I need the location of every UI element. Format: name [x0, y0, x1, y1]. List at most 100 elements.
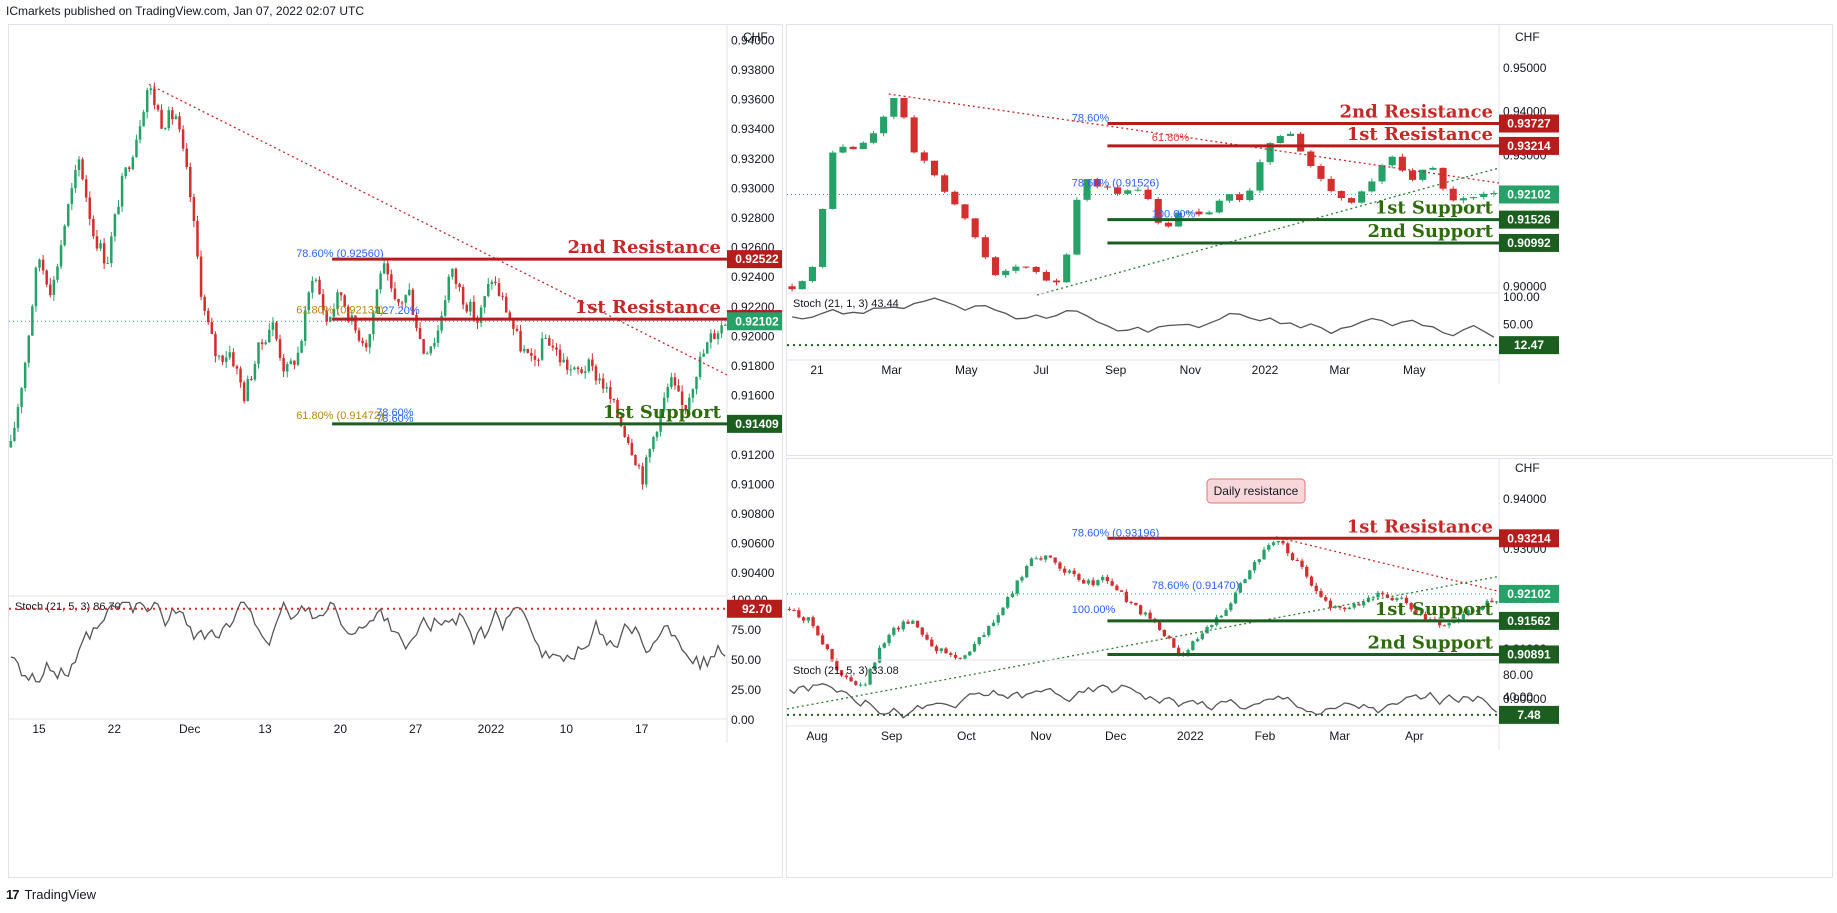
candle-body — [13, 427, 16, 441]
x-tick-label: 17 — [635, 722, 649, 736]
candle-body — [113, 214, 117, 237]
top-right-chart-panel[interactable]: 0.950000.940000.930000.920000.910000.900… — [786, 24, 1833, 456]
stoch-tick: 25.00 — [731, 683, 761, 697]
left-chart-panel[interactable]: 0.94000 0.93800 0.93600 0.93400 0.93200 0.930… — [8, 24, 783, 878]
x-tick-label: Mar — [881, 363, 902, 377]
candle-body — [659, 410, 662, 432]
candle-body — [662, 397, 666, 411]
y-tick-label: 0.91800 — [731, 359, 775, 373]
fib-label: 78.60% (0.91470) — [1152, 580, 1239, 592]
candle-body — [311, 280, 314, 293]
candle-body — [250, 378, 253, 380]
candle-body — [494, 281, 497, 284]
candle-body — [1243, 579, 1247, 584]
y-tick-label: 0.93800 — [731, 63, 775, 77]
candle-body — [961, 204, 969, 219]
candle-body — [275, 322, 278, 340]
stoch-tick: 50.00 — [731, 653, 761, 667]
candle-body — [934, 646, 939, 652]
candle-body — [20, 388, 23, 408]
candle-body — [1314, 585, 1318, 592]
stoch-label: Stoch (21, 5, 3) 86.70 — [15, 601, 121, 613]
candle-body — [1333, 606, 1337, 608]
candle-body — [1010, 593, 1015, 598]
candle-body — [145, 90, 149, 113]
candle-body — [854, 681, 858, 685]
candle-body — [702, 353, 705, 357]
x-tick-label: Nov — [1030, 729, 1051, 743]
candle-body — [825, 644, 830, 650]
fib-label: 100.00% — [1072, 604, 1116, 616]
x-tick-label: 13 — [258, 722, 272, 736]
tradingview-footer[interactable]: 17 TradingView — [6, 887, 96, 902]
price-badge — [1499, 185, 1559, 204]
y-tick-label: 0.91200 — [731, 448, 775, 462]
candle-body — [264, 342, 267, 345]
candle-body — [920, 627, 924, 635]
candle-body — [1305, 566, 1309, 577]
candle-body — [569, 369, 573, 371]
candle-body — [181, 129, 185, 149]
candle-body — [16, 407, 20, 428]
candle-body — [63, 225, 66, 246]
candle-body — [670, 377, 673, 388]
candle-body — [849, 146, 857, 150]
descending-trendline[interactable] — [1275, 536, 1500, 593]
bottom-right-chart-panel[interactable]: 0.940000.930000.920000.910000.90000CHF1s… — [786, 458, 1833, 878]
bottom-right-chart[interactable]: 0.940000.930000.920000.910000.90000CHF1s… — [787, 459, 1832, 877]
candle-body — [339, 292, 343, 296]
y-tick-label: 0.90000 — [1503, 692, 1547, 706]
candle-body — [953, 654, 958, 658]
ascending-trendline[interactable] — [787, 575, 1500, 710]
candle-body — [787, 609, 792, 611]
candle-body — [1103, 186, 1111, 188]
candle-body — [307, 292, 311, 311]
candle-body — [971, 218, 979, 238]
candle-body — [544, 338, 547, 340]
candle-body — [185, 148, 188, 167]
candle-body — [1246, 190, 1254, 201]
candle-body — [1164, 222, 1172, 227]
candle-body — [526, 349, 530, 353]
candle-body — [156, 105, 160, 110]
candle-body — [968, 651, 972, 656]
candle-body — [580, 369, 583, 373]
price-badge-text: 0.92102 — [1507, 187, 1551, 201]
candle-body — [433, 342, 436, 347]
candle-body — [1256, 162, 1264, 191]
candle-body — [835, 661, 839, 671]
candle-body — [1257, 559, 1261, 563]
candle-body — [522, 349, 526, 352]
x-tick-label: Dec — [179, 722, 200, 736]
level-label: 1st Support — [1375, 198, 1494, 219]
candle-body — [447, 276, 451, 301]
candle-body — [364, 343, 368, 348]
candle-body — [655, 431, 659, 438]
candle-body — [1409, 603, 1413, 610]
candle-body — [892, 627, 896, 635]
candle-body — [325, 310, 328, 322]
left-chart[interactable]: 0.94000 0.93800 0.93600 0.93400 0.93200 0.930… — [9, 25, 782, 877]
candle-body — [1100, 576, 1105, 581]
x-tick-label: 22 — [108, 722, 122, 736]
candle-body — [1338, 606, 1342, 608]
y-tick-label: 0.93600 — [731, 93, 775, 107]
level-label: 1st Support — [603, 402, 722, 423]
candle-body — [1048, 555, 1053, 558]
candle-body — [533, 355, 537, 360]
top-right-chart[interactable]: 0.950000.940000.930000.920000.910000.900… — [787, 25, 1832, 455]
fib-label: 127.20% — [376, 305, 420, 317]
candle-body — [1015, 580, 1019, 594]
candle-body — [1429, 167, 1437, 170]
candle-body — [963, 655, 967, 659]
candle-body — [1086, 580, 1091, 584]
candle-body — [329, 316, 332, 322]
price-badge-text: 0.92522 — [735, 252, 779, 266]
annotation-box[interactable] — [1206, 478, 1306, 504]
candle-body — [808, 266, 816, 282]
candle-body — [1400, 597, 1404, 599]
candle-body — [1480, 193, 1488, 198]
candle-body — [354, 315, 357, 331]
candle-body — [558, 349, 562, 363]
candle-body — [303, 310, 307, 341]
